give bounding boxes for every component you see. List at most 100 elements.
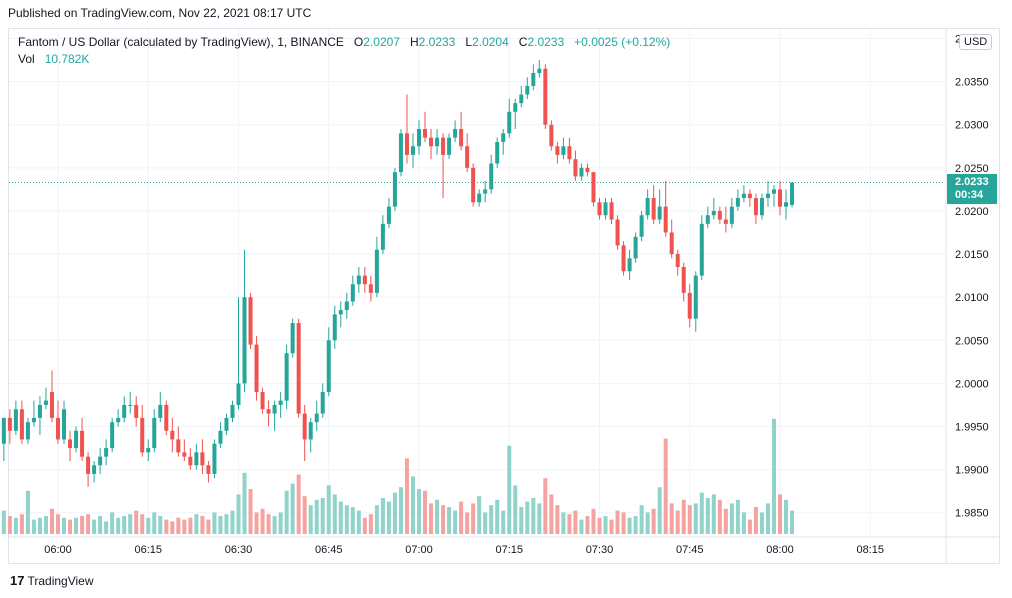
candle-body [230, 404, 235, 418]
published-caption: Published on TradingView.com, Nov 22, 20… [8, 6, 312, 20]
candle-body [759, 198, 764, 216]
candle-body [194, 452, 199, 466]
candle-body [717, 210, 722, 220]
candle-body [681, 266, 686, 293]
candle-body [380, 223, 385, 250]
currency-button[interactable]: USD [959, 34, 993, 50]
candle-body [92, 465, 97, 474]
candle-body [49, 392, 54, 418]
y-tick-label: 2.0100 [955, 292, 989, 304]
candle-body [693, 275, 698, 319]
candle-body [753, 198, 758, 216]
candle-body [55, 417, 61, 440]
volume-bar [657, 487, 662, 534]
x-tick-label: 06:00 [44, 544, 72, 556]
candle-body [392, 172, 397, 207]
candle-body [320, 392, 325, 414]
candle-body [43, 400, 48, 405]
volume-bar [374, 505, 379, 534]
legend-high-value: 2.0233 [418, 35, 456, 49]
candle-body [272, 404, 277, 414]
candle-body [104, 448, 109, 457]
candle-body [248, 297, 253, 345]
volume-bar [771, 418, 776, 534]
volume-bar [272, 516, 277, 534]
tradingview-logo[interactable]: 17 TradingView [10, 573, 94, 588]
volume-bar [717, 499, 722, 534]
volume-bar [404, 458, 409, 534]
candle-body [519, 94, 524, 104]
candle-body [573, 159, 578, 177]
volume-bar [747, 519, 752, 534]
volume-bar [158, 516, 163, 534]
candle-body [176, 439, 181, 453]
volume-bar [266, 514, 271, 534]
volume-bar [585, 516, 590, 534]
volume-bar [68, 519, 73, 534]
volume-bar [188, 517, 193, 534]
candle-body [224, 417, 229, 431]
volume-bar [380, 498, 385, 534]
candle-body [741, 193, 746, 198]
volume-bar [711, 494, 716, 534]
volume-bar [62, 517, 67, 534]
candle-body [80, 430, 85, 457]
candle-body [423, 129, 428, 138]
candle-body [98, 456, 103, 466]
volume-bar [567, 514, 572, 534]
volume-bar [423, 490, 428, 534]
volume-bar [260, 508, 265, 534]
candle-body [747, 193, 752, 198]
last-price-tag: 2.0233 00:34 [947, 174, 997, 205]
legend-high-label: H [409, 35, 419, 49]
volume-bar [13, 517, 18, 534]
candle-body [609, 202, 614, 220]
candle-body [669, 232, 674, 255]
volume-bar [435, 499, 440, 534]
candle-body [152, 417, 157, 449]
volume-bar [55, 514, 61, 534]
candle-body [398, 133, 403, 173]
volume-bar [507, 445, 512, 534]
volume-bar [230, 510, 235, 534]
candle-body [410, 146, 415, 155]
candle-body [134, 404, 139, 418]
volume-bar [338, 501, 343, 534]
candle-body [284, 353, 289, 401]
volume-bar [579, 519, 584, 534]
candle-body [507, 111, 512, 134]
y-tick-label: 2.0150 [955, 249, 989, 261]
volume-bar [218, 516, 223, 534]
volume-bar [416, 489, 422, 534]
candle-body [597, 202, 602, 216]
candle-body [567, 146, 572, 160]
candle-body [290, 323, 295, 354]
volume-bar [86, 514, 91, 534]
candle-body [435, 137, 440, 147]
volume-bar [398, 487, 403, 534]
volume-bar [43, 516, 48, 534]
volume-bar [7, 516, 12, 534]
volume-bar [627, 517, 632, 534]
legend-low-value: 2.0204 [472, 35, 509, 49]
volume-bar [447, 507, 452, 534]
candle-body [188, 456, 193, 466]
candle-body [633, 236, 638, 259]
candle-body [525, 85, 530, 95]
candle-body [771, 189, 776, 194]
chart-frame[interactable] [8, 28, 1000, 564]
candle-body [206, 465, 211, 474]
candle-body [723, 219, 728, 224]
x-tick-label: 07:30 [586, 544, 614, 556]
y-tick-label: 1.9950 [955, 421, 989, 433]
volume-bar [549, 494, 554, 534]
volume-bar [729, 503, 734, 534]
volume-bar [242, 472, 247, 534]
legend-symbol[interactable]: Fantom / US Dollar (calculated by Tradin… [18, 35, 344, 49]
volume-bar [495, 499, 500, 534]
volume-bar [597, 517, 602, 534]
candle-body [657, 206, 662, 220]
volume-bar [302, 496, 307, 534]
candle-body [705, 215, 710, 224]
